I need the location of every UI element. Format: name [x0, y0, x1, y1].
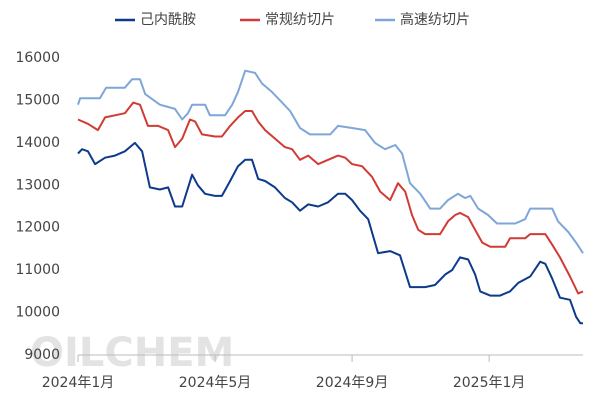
legend-label: 常规纺切片 — [265, 12, 335, 28]
y-tick-label: 11000 — [15, 262, 60, 278]
y-tick-label: 15000 — [15, 92, 60, 108]
y-tick-label: 13000 — [15, 177, 60, 193]
series-line — [77, 69, 584, 254]
y-tick-label: 16000 — [15, 50, 60, 66]
x-tick-label: 2025年1月 — [453, 375, 526, 391]
watermark: OILCHEM — [30, 330, 234, 376]
legend-label: 己内酰胺 — [140, 12, 196, 28]
series-line — [77, 101, 584, 295]
x-tick-label: 2024年5月 — [179, 375, 252, 391]
x-tick-label: 2024年1月 — [42, 375, 115, 391]
y-tick-label: 14000 — [15, 135, 60, 151]
series-line — [77, 141, 583, 325]
y-tick-label: 10000 — [15, 305, 60, 321]
y-tick-label: 12000 — [15, 220, 60, 236]
x-tick-label: 2024年9月 — [316, 375, 389, 391]
y-tick-label: 9000 — [24, 347, 60, 363]
legend-label: 高速纺切片 — [400, 11, 470, 28]
